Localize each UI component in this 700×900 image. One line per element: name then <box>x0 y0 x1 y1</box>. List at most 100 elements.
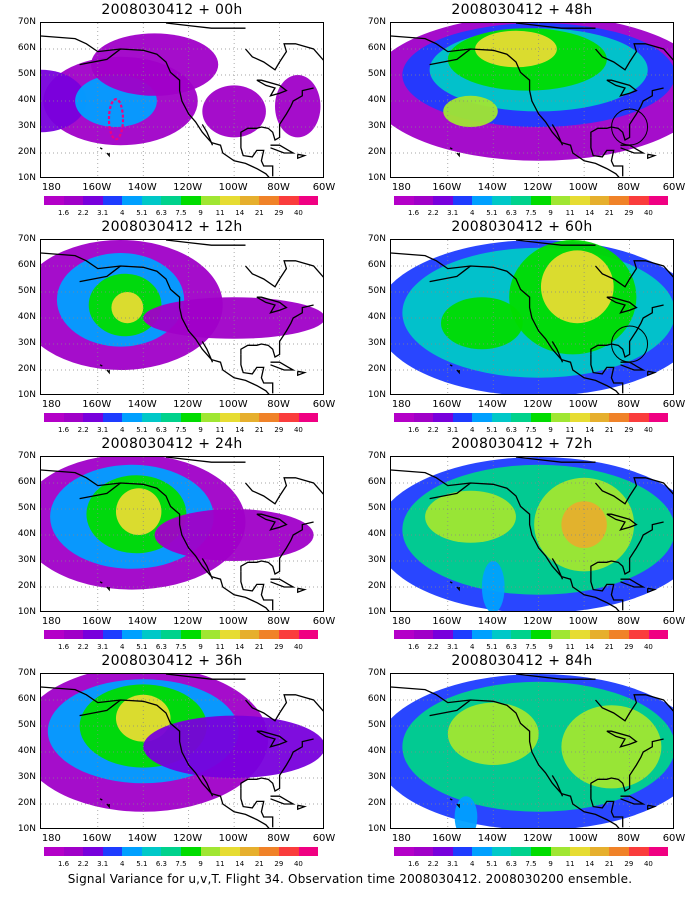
latitude-label: 50N <box>367 69 386 79</box>
colorbar-swatch <box>102 847 123 856</box>
longitude-label: 140W <box>477 616 507 627</box>
colorbar-swatch <box>433 630 453 639</box>
coastline <box>391 252 620 394</box>
coastline <box>240 87 314 141</box>
colorbar-swatch <box>181 196 201 205</box>
colorbar-swatch <box>83 630 103 639</box>
panel-title: 2008030412 + 24h <box>101 436 243 452</box>
colorbar-swatch <box>394 196 414 205</box>
colorbar-label: 40 <box>293 860 303 868</box>
coastline <box>256 730 288 748</box>
colorbar-label: 40 <box>643 643 653 651</box>
colorbar-label: 6.3 <box>505 209 517 217</box>
colorbar-label: 4 <box>120 860 125 868</box>
colorbar-swatch <box>648 630 669 639</box>
colorbar <box>44 630 319 639</box>
colorbar-swatch <box>570 413 590 422</box>
colorbar-label: 9 <box>198 209 203 217</box>
colorbar-swatch <box>141 413 162 422</box>
colorbar-label: 5.1 <box>136 209 148 217</box>
coastline <box>606 513 638 531</box>
latitude-label: 50N <box>17 69 36 79</box>
colorbar-swatch <box>609 413 629 422</box>
panel-title: 2008030412 + 60h <box>451 219 593 235</box>
colorbar-swatch <box>278 630 299 639</box>
colorbar-swatch <box>589 630 610 639</box>
variance-field <box>391 457 673 611</box>
coastline <box>515 240 596 246</box>
longitude-label: 60W <box>662 833 686 844</box>
colorbar-label: 4 <box>470 860 475 868</box>
longitude-label: 60W <box>312 182 336 193</box>
colorbar-label: 9 <box>198 643 203 651</box>
colorbar-swatch <box>298 847 319 856</box>
colorbar-label: 14 <box>235 209 245 217</box>
colorbar-swatch <box>550 847 571 856</box>
coastline <box>590 571 624 611</box>
colorbar-label: 6.3 <box>155 209 167 217</box>
colorbar-label: 4 <box>120 209 125 217</box>
latitude-label: 60N <box>17 260 36 270</box>
longitude-label: 120W <box>523 182 553 193</box>
colorbar-label: 7.5 <box>525 860 537 868</box>
panel-title: 2008030412 + 48h <box>451 2 593 18</box>
coastline <box>270 795 296 805</box>
colorbar-label: 14 <box>585 860 595 868</box>
longitude-label: 80W <box>617 833 640 844</box>
map-panel: 2008030412 + 72h 70N 60N 50N 40N 30N 20N 10N 180… <box>352 436 692 658</box>
coastline <box>41 469 270 611</box>
colorbar-label: 29 <box>624 860 634 868</box>
colorbar-swatch <box>413 413 434 422</box>
latitude-label: 20N <box>17 364 36 374</box>
colorbar-label: 4 <box>470 209 475 217</box>
coastline <box>515 457 596 463</box>
latitude-label: 60N <box>17 477 36 487</box>
colorbar-swatch <box>122 413 142 422</box>
longitude-label: 160W <box>82 833 112 844</box>
colorbar-label: 40 <box>293 643 303 651</box>
coastline <box>391 469 620 611</box>
colorbar-label: 9 <box>548 209 553 217</box>
latitude-label: 50N <box>17 720 36 730</box>
colorbar-swatch <box>102 630 123 639</box>
longitude-label: 80W <box>267 182 290 193</box>
coastline <box>456 586 460 592</box>
colorbar-swatch <box>102 413 123 422</box>
figure-caption: Signal Variance for u,v,T. Flight 34. Ob… <box>67 872 633 886</box>
coastline <box>270 144 296 154</box>
longitude-label: 120W <box>173 833 203 844</box>
variance-field <box>41 674 323 828</box>
coastline <box>106 586 110 592</box>
coastline <box>429 265 471 283</box>
coastline <box>551 558 564 580</box>
colorbar-swatch <box>628 630 649 639</box>
colorbar-swatch <box>141 630 162 639</box>
coastline <box>590 354 624 394</box>
map-area <box>40 456 324 612</box>
coastline <box>256 79 288 97</box>
colorbar-swatch <box>452 847 473 856</box>
coastline <box>240 304 314 358</box>
colorbar-swatch <box>413 630 434 639</box>
colorbar-swatch <box>44 630 64 639</box>
colorbar-swatch <box>298 196 319 205</box>
colorbar-label: 14 <box>585 209 595 217</box>
longitude-label: 60W <box>662 399 686 410</box>
colorbar-swatch <box>298 630 319 639</box>
colorbar-swatch <box>570 630 590 639</box>
coastline <box>456 152 460 158</box>
colorbar-swatch <box>83 413 103 422</box>
colorbar-label: 5.1 <box>136 860 148 868</box>
variance-field <box>41 457 323 611</box>
longitude-label: 140W <box>477 182 507 193</box>
colorbar-swatch <box>472 196 492 205</box>
colorbar-label: 9 <box>198 426 203 434</box>
map-area <box>390 239 674 395</box>
colorbar <box>394 413 669 422</box>
latitude-label: 30N <box>17 338 36 348</box>
latitude-label: 10N <box>367 607 386 617</box>
coastline <box>79 699 121 717</box>
colorbar-label: 4 <box>470 426 475 434</box>
longitude-label: 180 <box>41 833 61 844</box>
colorbar-swatch <box>161 847 182 856</box>
